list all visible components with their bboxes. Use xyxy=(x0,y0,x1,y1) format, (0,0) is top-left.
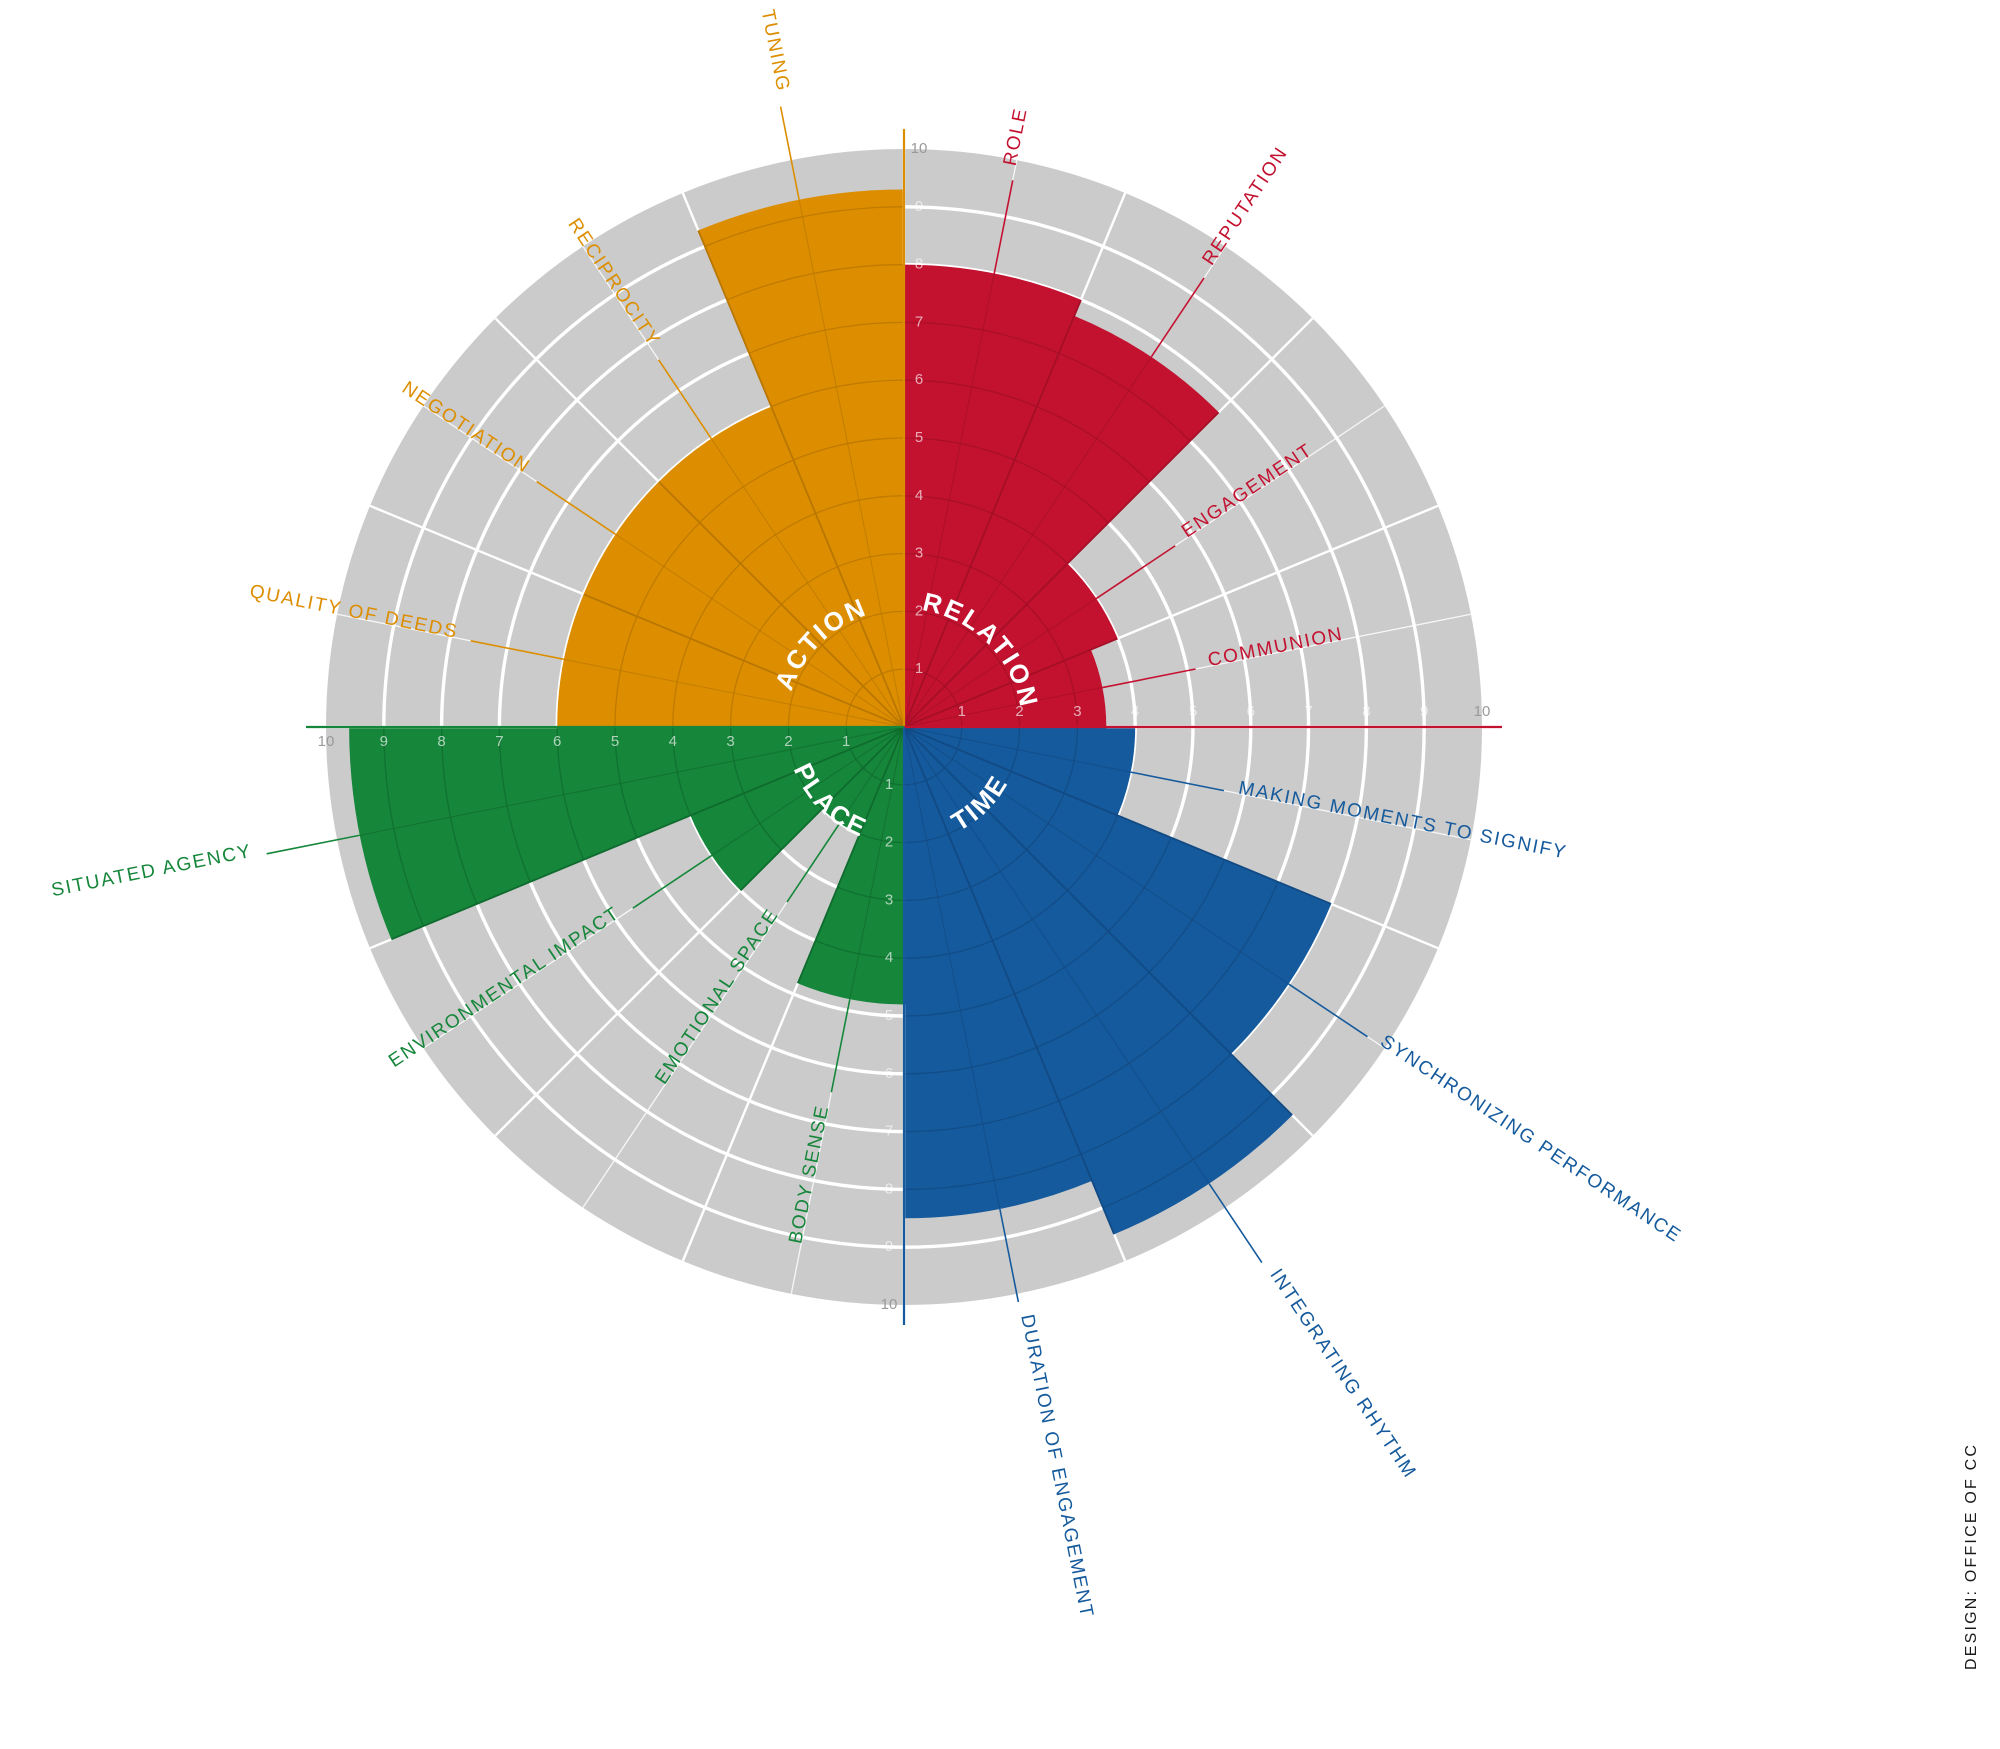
svg-text:DURATION OF ENGAGEMENT: DURATION OF ENGAGEMENT xyxy=(1016,1313,1097,1621)
svg-text:6: 6 xyxy=(1247,703,1255,720)
svg-text:REPUTATION: REPUTATION xyxy=(1199,143,1293,269)
svg-text:9: 9 xyxy=(915,198,923,215)
svg-text:SITUATED AGENCY: SITUATED AGENCY xyxy=(50,841,254,901)
svg-text:3: 3 xyxy=(915,545,923,562)
svg-text:3: 3 xyxy=(1073,703,1081,720)
svg-text:1: 1 xyxy=(915,660,923,677)
svg-text:2: 2 xyxy=(784,733,792,750)
svg-text:1: 1 xyxy=(842,733,850,750)
svg-text:6: 6 xyxy=(885,1065,893,1082)
svg-text:5: 5 xyxy=(1189,703,1197,720)
svg-text:8: 8 xyxy=(1362,703,1370,720)
svg-text:3: 3 xyxy=(726,733,734,750)
svg-text:TUNING: TUNING xyxy=(757,8,794,94)
svg-text:10: 10 xyxy=(318,733,335,750)
svg-text:SYNCHRONIZING PERFORMANCE: SYNCHRONIZING PERFORMANCE xyxy=(1376,1031,1685,1247)
svg-text:6: 6 xyxy=(915,371,923,388)
svg-text:2: 2 xyxy=(885,834,893,851)
svg-text:7: 7 xyxy=(885,1123,893,1140)
svg-text:6: 6 xyxy=(553,733,561,750)
svg-text:4: 4 xyxy=(915,487,923,504)
svg-text:8: 8 xyxy=(915,256,923,273)
svg-text:5: 5 xyxy=(915,429,923,446)
svg-text:7: 7 xyxy=(1304,703,1312,720)
svg-text:4: 4 xyxy=(1131,703,1139,720)
svg-text:9: 9 xyxy=(1420,703,1428,720)
svg-text:8: 8 xyxy=(437,733,445,750)
svg-text:9: 9 xyxy=(885,1238,893,1255)
svg-text:7: 7 xyxy=(915,313,923,330)
svg-text:8: 8 xyxy=(885,1180,893,1197)
svg-text:INTEGRATING RHYTHM: INTEGRATING RHYTHM xyxy=(1265,1265,1420,1482)
svg-text:10: 10 xyxy=(911,140,928,157)
svg-text:5: 5 xyxy=(885,1007,893,1024)
svg-text:10: 10 xyxy=(1474,703,1491,720)
svg-text:4: 4 xyxy=(669,733,677,750)
svg-text:10: 10 xyxy=(881,1296,898,1313)
svg-text:4: 4 xyxy=(885,949,893,966)
svg-text:5: 5 xyxy=(611,733,619,750)
svg-text:9: 9 xyxy=(380,733,388,750)
svg-text:3: 3 xyxy=(885,891,893,908)
svg-text:7: 7 xyxy=(495,733,503,750)
svg-text:ROLE: ROLE xyxy=(1000,106,1032,168)
svg-text:1: 1 xyxy=(958,703,966,720)
svg-text:1: 1 xyxy=(885,776,893,793)
